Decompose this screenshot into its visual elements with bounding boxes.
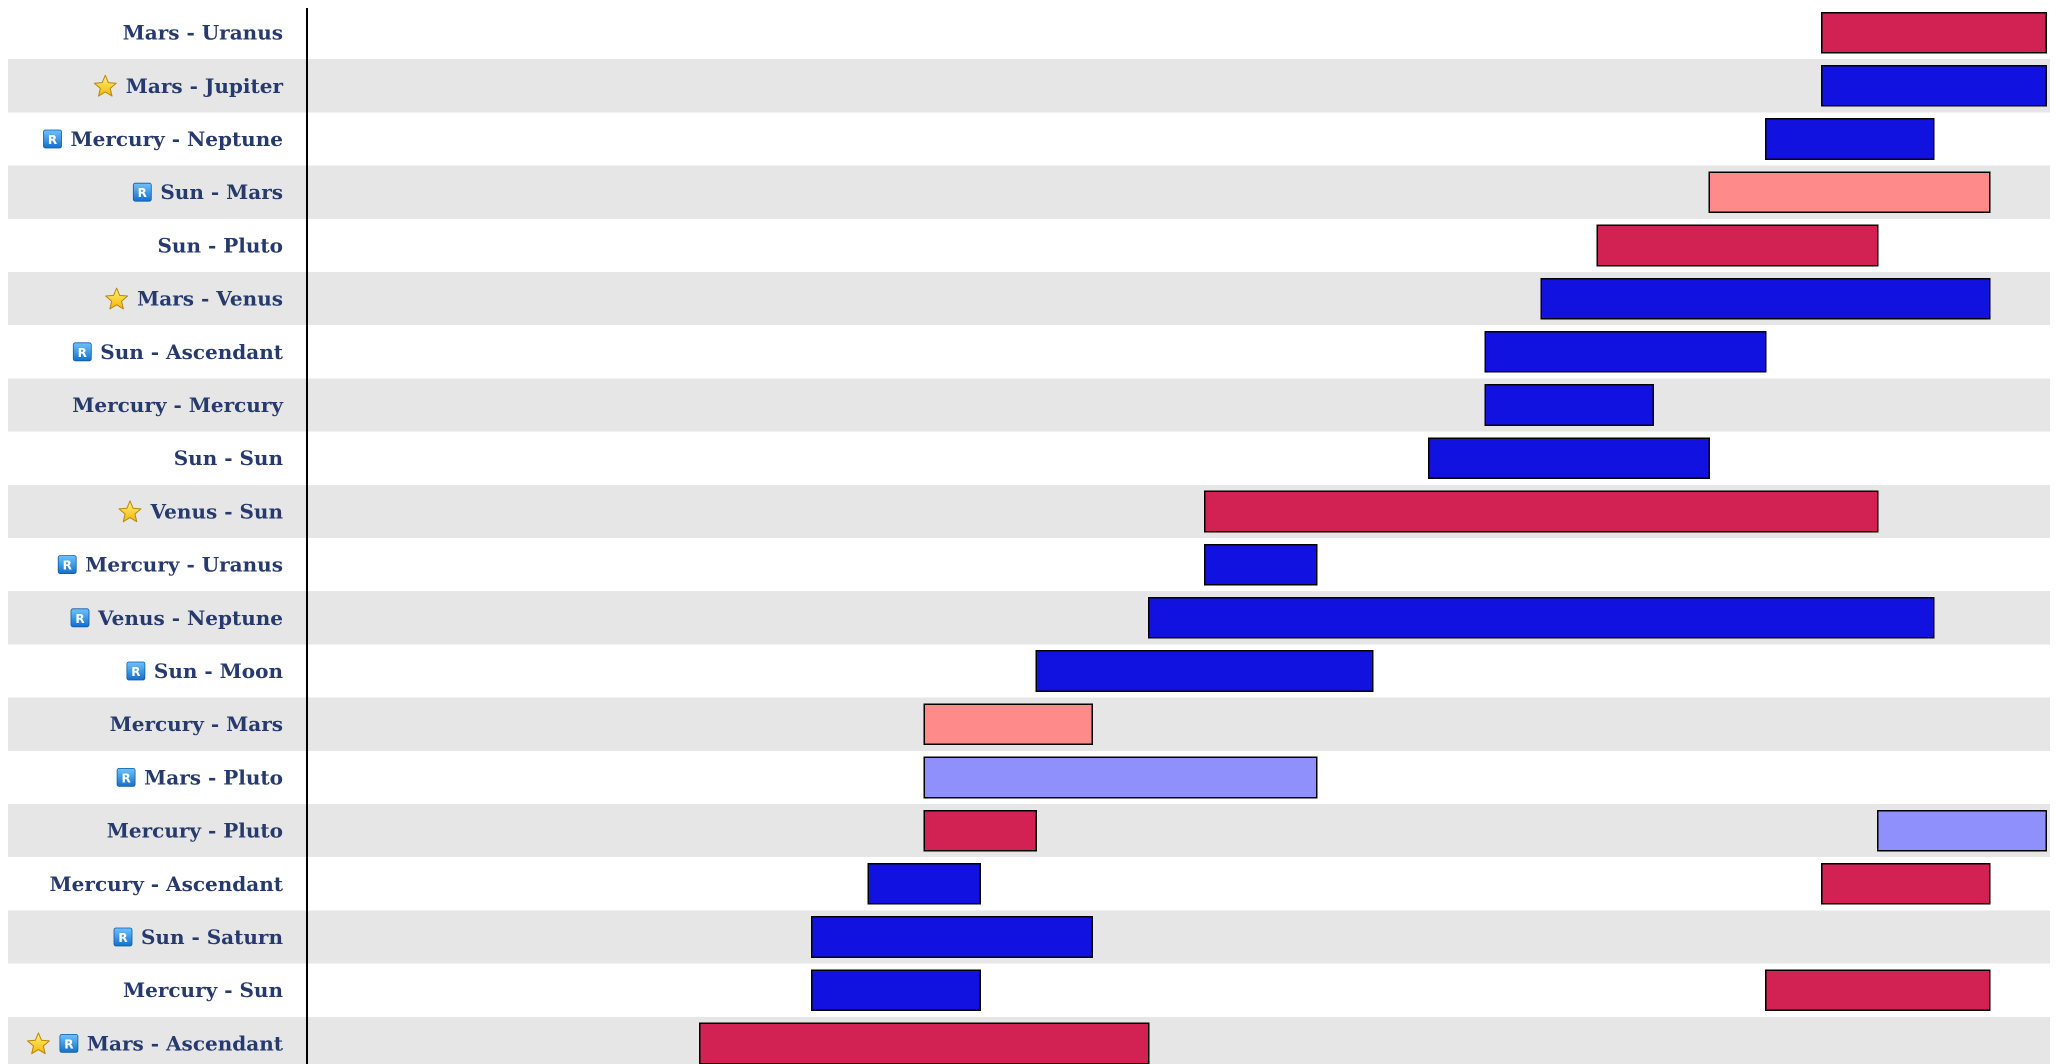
retrograde-badge-icon: R [43,129,62,149]
svg-text:R: R [64,1037,73,1051]
transit-bar[interactable] [923,703,1094,746]
transit-bar[interactable] [867,862,981,905]
transit-bar[interactable] [1484,384,1655,426]
transit-bar[interactable] [1764,969,1991,1012]
row-background [8,538,2050,592]
transit-bar[interactable] [1708,171,1991,214]
transit-bar[interactable] [1596,224,1879,267]
row-label: Mercury - Uranus [85,553,283,577]
row-label: Mercury - Ascendant [50,872,284,896]
svg-text:R: R [131,665,140,679]
transit-bar[interactable] [1820,64,2047,107]
row-background [8,378,2050,432]
row-label: Venus - Neptune [97,606,283,630]
bars-layer [698,11,2047,1064]
row-labels: Mars - Uranus Mars - Jupiter Mercury - Nep… [26,21,284,1055]
row-background [8,963,2050,1017]
retrograde-badge-icon: R [126,661,146,681]
row-label: Sun - Moon [154,659,284,683]
retrograde-badge-icon: R [72,342,92,362]
row-label: Sun - Ascendant [100,340,283,364]
transit-bar[interactable] [1540,277,1991,320]
retrograde-badge-icon: R [59,1034,79,1053]
svg-text:R: R [75,612,84,626]
transit-bar[interactable] [1820,862,1991,905]
transit-bar[interactable] [1428,437,1711,480]
row-label: Mercury - Mars [110,712,283,736]
transit-bar[interactable] [1203,543,1318,586]
transit-bar[interactable] [1820,11,2047,54]
transit-bar[interactable] [1203,490,1879,533]
svg-text:R: R [63,559,72,573]
retrograde-badge-icon: R [57,555,77,574]
row-label: Sun - Sun [174,446,284,470]
svg-text:R: R [78,346,87,360]
retrograde-badge-icon: R [132,182,152,202]
transit-bar[interactable] [1035,650,1374,692]
retrograde-badge-icon: R [70,608,90,628]
row-background [8,857,2050,911]
row-label: Sun - Mars [160,180,283,204]
row-label: Mars - Pluto [144,765,283,789]
star-icon [26,1032,50,1055]
row-background [8,431,2050,485]
star-icon [118,500,142,523]
row-label: Mercury - Sun [123,978,283,1002]
star-icon [93,74,117,97]
svg-text:R: R [118,931,127,945]
row-label: Venus - Sun [150,499,284,523]
transit-bar[interactable] [1876,809,2047,852]
transit-bar[interactable] [923,809,1038,852]
svg-text:R: R [121,771,130,785]
row-label: Sun - Pluto [157,233,283,257]
svg-text:R: R [48,133,57,147]
row-background [8,644,2050,698]
row-label: Mercury - Mercury [72,393,284,417]
transit-bar[interactable] [698,1022,1150,1064]
row-label: Sun - Saturn [141,925,283,949]
row-label: Mars - Ascendant [87,1031,284,1055]
retrograde-badge-icon: R [116,768,136,787]
row-label: Mars - Uranus [123,21,283,45]
row-label: Mars - Jupiter [126,74,284,98]
transit-bar[interactable] [1147,596,1935,639]
transit-bar[interactable] [811,969,981,1012]
row-label: Mars - Venus [137,287,283,311]
row-label: Mercury - Pluto [107,819,283,843]
row-backgrounds [8,6,2050,1064]
svg-text:R: R [138,186,147,200]
transit-bar[interactable] [811,916,1094,958]
row-label: Mercury - Neptune [70,127,283,151]
transit-bar[interactable] [1484,330,1767,373]
retrograde-badge-icon: R [113,927,133,947]
row-background [8,59,2050,113]
row-background [8,112,2050,166]
row-background [8,6,2050,60]
transit-bar[interactable] [1764,118,1935,160]
transit-bar[interactable] [923,756,1318,799]
star-icon [105,287,129,310]
